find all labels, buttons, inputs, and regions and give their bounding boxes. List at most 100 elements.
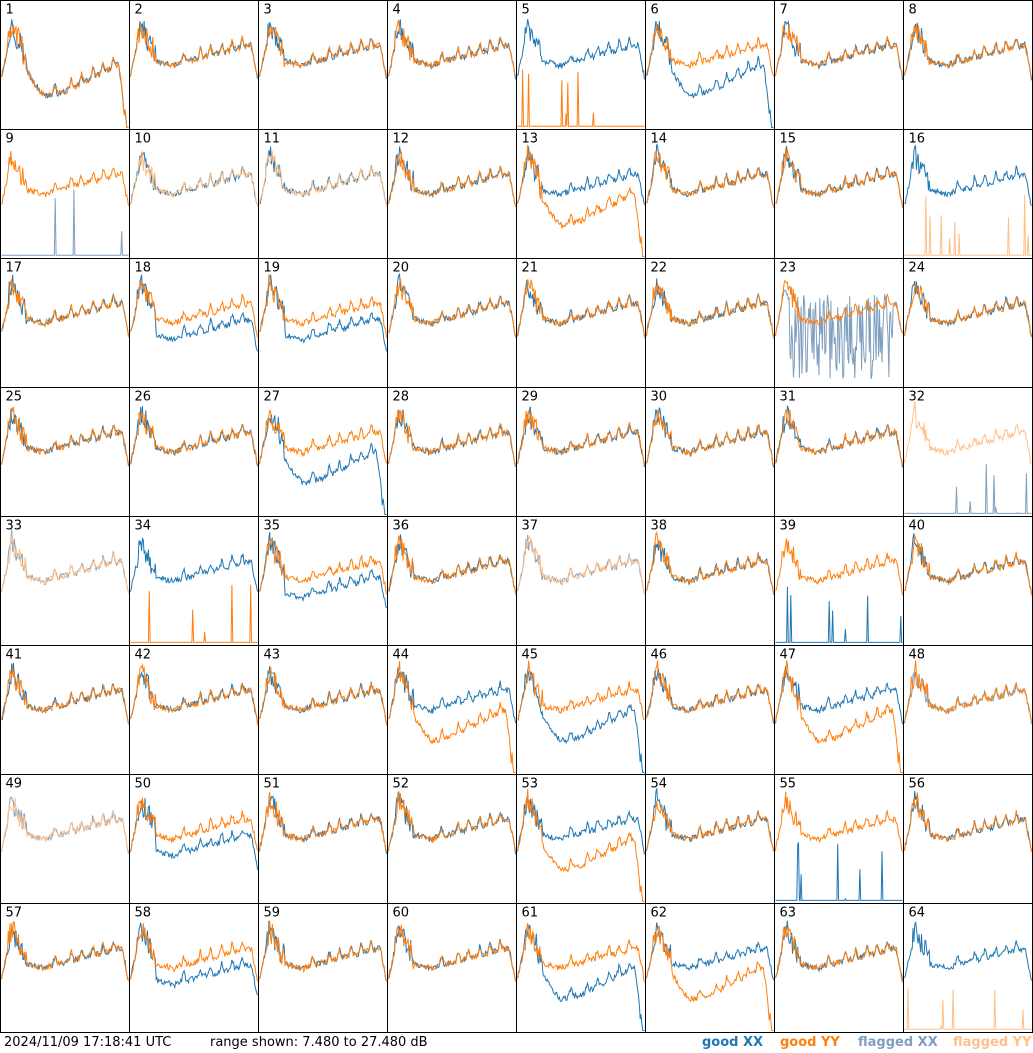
panel-frame [903, 645, 1033, 775]
panel-8: 8 [903, 0, 1033, 130]
series-yy-panel-38 [646, 530, 774, 596]
panel-label: 7 [780, 3, 788, 18]
panel-10: 10 [129, 129, 259, 259]
series-xx-panel-35 [259, 532, 387, 609]
panel-label: 24 [909, 261, 926, 276]
panel-23: 23 [774, 258, 904, 388]
legend-flagged-yy: flagged YY [953, 1035, 1032, 1050]
panel-label: 41 [6, 648, 23, 663]
series-yy-panel-12 [388, 151, 516, 208]
panel-12: 12 [387, 129, 517, 259]
panel-frame [516, 129, 646, 259]
range-label: range shown: 7.480 to 27.480 dB [210, 1035, 428, 1050]
panel-18: 18 [129, 258, 259, 388]
panel-label: 54 [651, 777, 668, 792]
panel-30: 30 [645, 387, 775, 517]
series-yy-panel-61 [517, 923, 645, 983]
series-xx-panel-56 [904, 791, 1032, 851]
panel-55: 55 [774, 774, 904, 904]
series-xx-panel-32 [904, 464, 1032, 514]
panel-40: 40 [903, 516, 1033, 646]
series-xx-panel-23 [775, 289, 903, 380]
series-yy-panel-40 [904, 535, 1032, 596]
panel-5: 5 [516, 0, 646, 130]
panel-label: 56 [909, 777, 926, 792]
series-xx-panel-9 [1, 189, 129, 256]
panel-43: 43 [258, 645, 388, 775]
panel-26: 26 [129, 387, 259, 517]
panel-frame [0, 645, 130, 775]
panel-22: 22 [645, 258, 775, 388]
panel-frame [387, 387, 517, 517]
panel-frame [645, 516, 775, 646]
series-xx-panel-61 [517, 924, 645, 1031]
panel-frame [516, 774, 646, 904]
series-xx-panel-34 [130, 537, 258, 592]
series-yy-panel-29 [517, 410, 645, 464]
panel-4: 4 [387, 0, 517, 130]
panel-54: 54 [645, 774, 775, 904]
series-yy-panel-20 [388, 278, 516, 339]
series-yy-panel-2 [130, 22, 258, 77]
panel-13: 13 [516, 129, 646, 259]
panel-19: 19 [258, 258, 388, 388]
panel-frame [903, 0, 1033, 130]
series-yy-panel-56 [904, 792, 1032, 853]
panel-frame [774, 645, 904, 775]
panel-frame [774, 129, 904, 259]
series-yy-panel-3 [259, 26, 387, 77]
legend-flagged-xx: flagged XX [858, 1035, 938, 1050]
panel-label: 46 [651, 648, 668, 663]
panel-36: 36 [387, 516, 517, 646]
panel-label: 48 [909, 648, 926, 663]
panel-label: 52 [393, 777, 410, 792]
series-xx-panel-47 [775, 665, 903, 725]
series-yy-panel-58 [130, 923, 258, 982]
panel-frame [129, 387, 259, 517]
panel-frame [0, 129, 130, 259]
panel-label: 19 [264, 261, 281, 276]
series-yy-panel-63 [775, 925, 903, 983]
series-yy-panel-27 [259, 409, 387, 465]
panel-35: 35 [258, 516, 388, 646]
panel-label: 31 [780, 390, 797, 405]
panel-frame [258, 129, 388, 259]
panel-58: 58 [129, 903, 259, 1033]
panel-frame [0, 387, 130, 517]
panel-46: 46 [645, 645, 775, 775]
panel-frame [387, 516, 517, 646]
panel-44: 44 [387, 645, 517, 775]
panel-label: 3 [264, 3, 272, 18]
series-yy-panel-19 [259, 273, 387, 338]
panel-63: 63 [774, 903, 904, 1033]
series-xx-panel-16 [904, 144, 1032, 206]
panel-20: 20 [387, 258, 517, 388]
panel-frame [903, 258, 1033, 388]
panel-24: 24 [903, 258, 1033, 388]
panel-32: 32 [903, 387, 1033, 517]
footer: 2024/11/09 17:18:41 UTC range shown: 7.4… [0, 1033, 1033, 1053]
series-yy-panel-31 [775, 409, 903, 465]
panel-label: 11 [264, 132, 281, 147]
panel-59: 59 [258, 903, 388, 1033]
panel-14: 14 [645, 129, 775, 259]
series-yy-panel-22 [646, 283, 774, 339]
series-yy-panel-49 [1, 797, 129, 853]
panel-49: 49 [0, 774, 130, 904]
series-yy-panel-59 [259, 920, 387, 982]
panel-label: 35 [264, 519, 281, 534]
panel-frame [645, 774, 775, 904]
panel-label: 57 [6, 906, 23, 921]
panel-label: 27 [264, 390, 281, 405]
series-yy-panel-37 [517, 534, 645, 595]
panel-frame [774, 903, 904, 1033]
panel-frame [774, 258, 904, 388]
panel-label: 20 [393, 261, 410, 276]
series-yy-panel-35 [259, 537, 387, 595]
panel-frame [0, 0, 130, 130]
panel-label: 13 [522, 132, 539, 147]
panel-label: 26 [135, 390, 152, 405]
panel-frame [387, 774, 517, 904]
series-xx-panel-27 [259, 414, 387, 515]
